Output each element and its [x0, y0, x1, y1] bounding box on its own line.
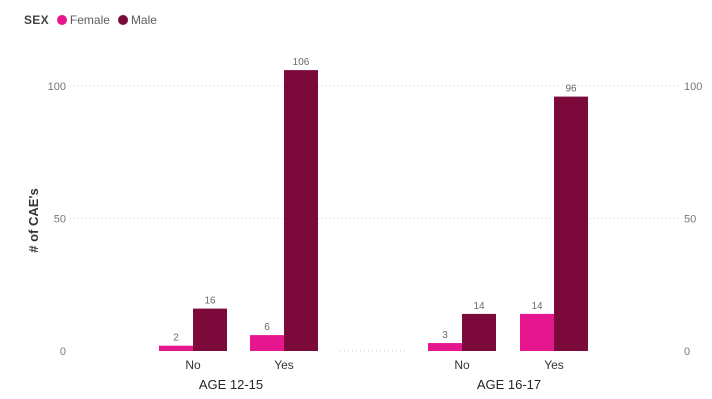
data-label: 2	[173, 333, 179, 344]
y-tick-label-left: 0	[60, 346, 66, 358]
y-tick-label-right: 0	[684, 346, 690, 358]
y-tick-label-right: 50	[684, 214, 696, 226]
x-category-label: No	[454, 358, 470, 372]
legend-swatch-male	[117, 15, 128, 25]
y-axis-title: # of CAE's	[26, 188, 41, 253]
bar-female	[250, 335, 284, 351]
legend-label-female: Female	[69, 13, 110, 27]
x-group-label: AGE 16-17	[477, 377, 541, 392]
bar-male	[193, 308, 227, 351]
y-tick-label-left: 100	[48, 81, 66, 93]
data-label: 96	[565, 84, 577, 95]
data-label: 14	[473, 301, 485, 312]
bar-female	[428, 343, 462, 351]
data-label: 14	[531, 301, 543, 312]
data-label: 106	[293, 57, 310, 68]
data-label: 3	[442, 330, 448, 341]
bar-male	[284, 70, 318, 351]
y-tick-label-left: 50	[54, 214, 66, 226]
legend-swatch-female	[56, 15, 67, 25]
x-group-label: AGE 12-15	[199, 377, 263, 392]
bar-male	[462, 313, 496, 351]
y-tick-label-right: 100	[684, 81, 702, 93]
x-category-label: Yes	[274, 358, 294, 372]
data-label: 6	[264, 322, 270, 333]
legend-label-male: Male	[130, 13, 157, 27]
legend-item-female[interactable]: Female	[56, 13, 110, 27]
x-category-label: No	[185, 358, 201, 372]
legend-item-male[interactable]: Male	[117, 13, 157, 27]
legend-title: SEX	[24, 13, 49, 27]
bar-female	[520, 313, 554, 351]
bar-female	[159, 345, 193, 351]
bar-male	[554, 96, 588, 351]
data-label: 16	[204, 296, 216, 307]
legend: SEX Female Male	[24, 10, 165, 30]
x-category-label: Yes	[544, 358, 564, 372]
